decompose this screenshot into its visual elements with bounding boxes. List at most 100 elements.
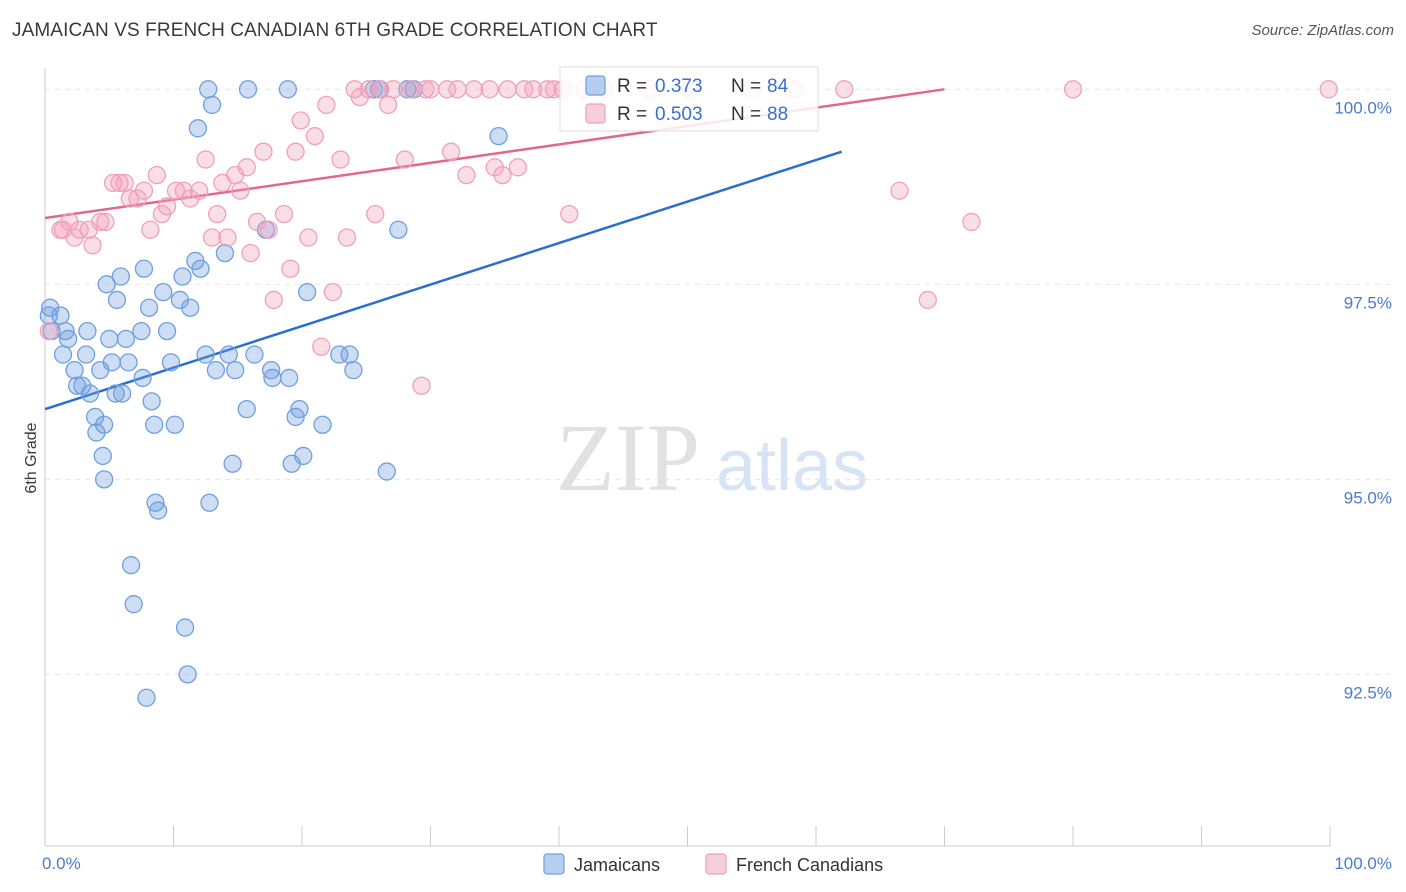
data-point	[389, 220, 408, 239]
legend-n-key: N =	[731, 104, 761, 125]
data-point	[73, 376, 92, 395]
data-point	[121, 556, 141, 575]
data-point	[508, 158, 528, 177]
data-point	[102, 353, 121, 372]
data-point	[441, 142, 461, 161]
y-tick-labels: 92.5% 95.0% 97.5% 100.0%	[1334, 98, 1392, 702]
data-point	[132, 321, 151, 341]
data-point	[238, 80, 258, 99]
data-point	[78, 321, 97, 341]
data-point	[371, 80, 390, 99]
data-point	[918, 290, 937, 310]
data-point	[421, 80, 440, 99]
data-point	[94, 415, 114, 434]
data-point	[115, 173, 134, 193]
data-point	[286, 142, 305, 161]
data-point	[560, 204, 579, 224]
legend-r-value: 0.503	[655, 104, 703, 125]
axes	[44, 68, 1331, 847]
data-point	[226, 360, 245, 380]
legend-r-value: 0.373	[655, 76, 703, 97]
data-point	[480, 80, 499, 99]
data-point	[237, 399, 256, 419]
data-point	[191, 259, 210, 278]
legend-n-key: N =	[731, 76, 761, 97]
legend-r-key: R =	[617, 104, 647, 125]
legend: Jamaicans French Canadians	[543, 853, 883, 875]
y-tick-label: 92.5%	[1344, 683, 1392, 702]
data-point	[87, 423, 106, 442]
data-point	[58, 329, 78, 349]
data-point	[65, 360, 84, 380]
data-point	[305, 126, 325, 146]
data-point	[137, 688, 156, 707]
data-point	[337, 228, 357, 247]
data-point	[259, 220, 278, 239]
data-point	[448, 80, 467, 99]
data-point	[395, 150, 414, 169]
data-point	[377, 462, 396, 481]
data-point	[231, 181, 250, 200]
data-point	[200, 493, 219, 512]
data-point	[402, 80, 421, 99]
data-point	[112, 384, 132, 403]
data-point	[274, 204, 294, 224]
data-point	[133, 368, 152, 388]
y-axis-label: 6th Grade	[23, 422, 40, 493]
legend-r-key: R =	[617, 76, 647, 97]
legend-label: Jamaicans	[574, 855, 660, 875]
legend-swatch	[543, 853, 565, 875]
data-point	[106, 384, 125, 403]
data-point	[297, 282, 317, 302]
data-point	[331, 150, 350, 169]
data-point	[344, 360, 363, 380]
x-tick-label: 0.0%	[42, 854, 81, 873]
data-point	[51, 306, 70, 325]
data-point	[107, 290, 127, 310]
data-point	[264, 290, 283, 310]
data-point	[438, 80, 457, 99]
data-point	[416, 80, 435, 99]
source-credit: Source: ZipAtlas.com	[1251, 22, 1394, 39]
data-point	[148, 501, 168, 520]
data-point	[278, 80, 298, 99]
data-point	[538, 80, 557, 99]
data-point	[215, 243, 235, 263]
data-point	[110, 173, 129, 193]
data-point	[366, 204, 385, 224]
data-point	[116, 329, 136, 349]
y-tick-label: 95.0%	[1344, 488, 1392, 507]
data-point	[294, 446, 313, 466]
data-point	[218, 228, 237, 247]
x-tick-label: 100.0%	[1334, 854, 1392, 873]
data-point	[196, 345, 215, 364]
data-point	[485, 158, 504, 177]
data-point	[398, 80, 417, 99]
data-point	[119, 353, 138, 372]
data-point	[175, 618, 195, 637]
data-point	[291, 111, 310, 130]
data-point	[524, 80, 543, 99]
data-point	[124, 595, 143, 614]
data-point	[330, 345, 349, 364]
data-point	[139, 298, 159, 317]
data-point	[412, 376, 431, 395]
legend-swatch	[705, 853, 727, 875]
data-points	[39, 80, 1338, 707]
legend-n-value: 84	[767, 76, 789, 97]
legend-swatch	[585, 103, 606, 124]
legend-label: French Canadians	[736, 855, 883, 875]
data-point	[196, 150, 215, 169]
watermark-atlas: atlas	[716, 426, 868, 506]
data-point	[100, 329, 119, 349]
data-point	[53, 345, 73, 364]
data-point	[457, 165, 476, 185]
data-point	[145, 415, 164, 434]
data-point	[323, 282, 342, 302]
data-point	[299, 228, 318, 247]
data-point	[165, 415, 184, 434]
data-point	[241, 243, 260, 263]
data-point	[161, 353, 181, 372]
y-tick-label: 100.0%	[1334, 98, 1392, 117]
data-point	[76, 345, 96, 364]
